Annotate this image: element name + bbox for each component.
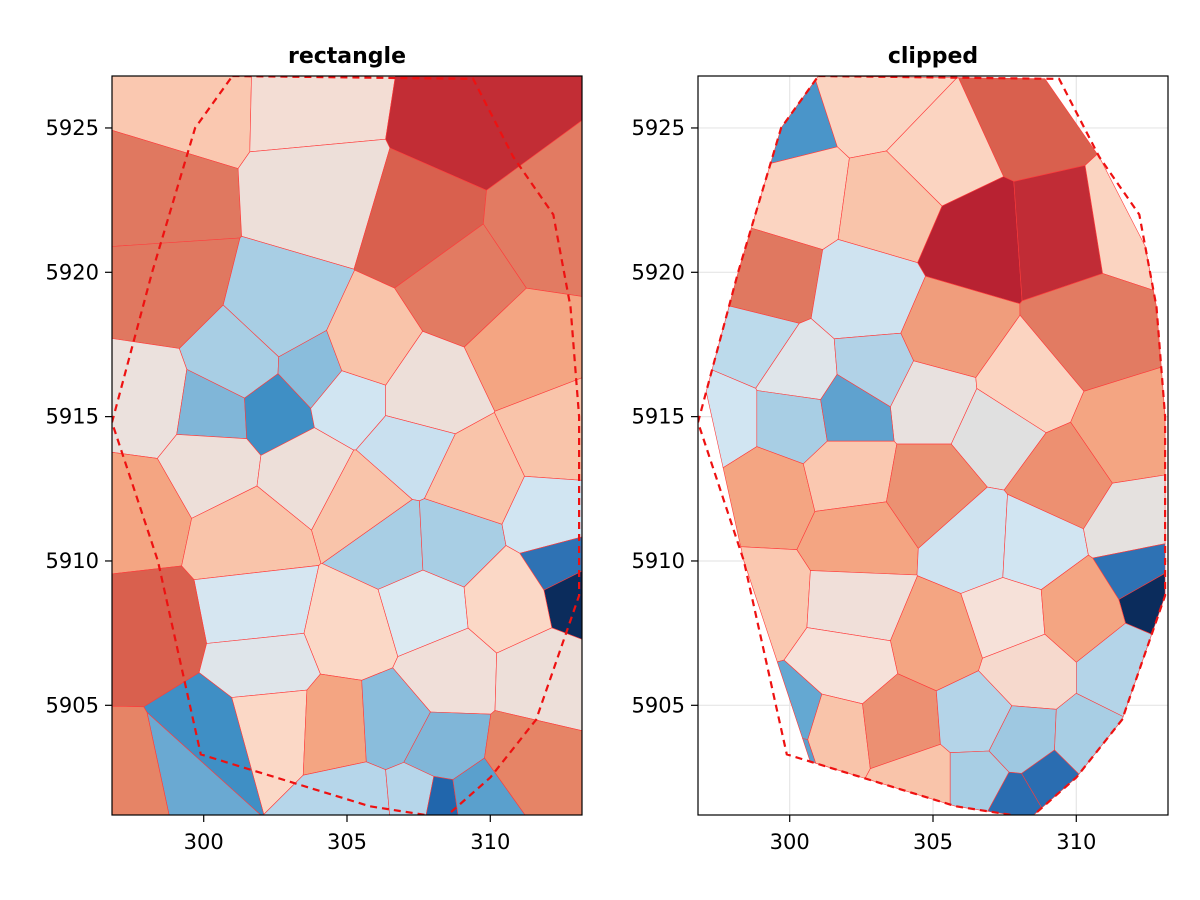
- x-tick-label: 300: [184, 830, 224, 854]
- hull-outline: [112, 76, 581, 815]
- voronoi-cell: [776, 659, 823, 740]
- voronoi-cells: [705, 76, 1166, 815]
- y-tick-label: 5915: [46, 405, 99, 429]
- x-tick-label: 300: [770, 830, 810, 854]
- y-tick-label: 5915: [632, 405, 685, 429]
- y-tick-label: 5920: [46, 260, 99, 284]
- voronoi-cell: [886, 77, 1004, 207]
- voronoi-cell: [302, 673, 367, 776]
- x-tick-label: 305: [913, 830, 953, 854]
- voronoi-cell: [494, 627, 582, 732]
- y-tick-label: 5905: [632, 693, 685, 717]
- y-tick-label: 5925: [632, 116, 685, 140]
- y-tick-label: 5925: [46, 116, 99, 140]
- x-tick-label: 310: [470, 830, 510, 854]
- y-tick-label: 5905: [46, 693, 99, 717]
- voronoi-cell: [802, 738, 817, 764]
- panel-left: rectangle 300 305 310 5905 5910 5915 5920 5925: [46, 44, 583, 854]
- panel-title: clipped: [888, 44, 978, 69]
- voronoi-cell: [112, 705, 170, 815]
- hull-outline-layer: [698, 76, 1167, 815]
- voronoi-cell: [802, 440, 898, 512]
- x-tick-label: 305: [327, 830, 367, 854]
- voronoi-cell: [1021, 749, 1080, 809]
- voronoi-cell: [452, 757, 526, 815]
- y-tick-label: 5920: [632, 260, 685, 284]
- hull-outline: [698, 76, 1167, 815]
- panel-right: clipped 300 305 310 5905 5910 5915 5920 5925: [632, 44, 1169, 854]
- hull-outline-layer: [112, 76, 581, 815]
- y-tick-label: 5910: [46, 549, 99, 573]
- x-tick-label: 310: [1056, 830, 1096, 854]
- y-tick-label: 5910: [632, 549, 685, 573]
- axis-ticks: 300 305 310 5905 5910 5915 5920 5925: [46, 116, 511, 854]
- panel-title: rectangle: [288, 44, 406, 69]
- voronoi-cells: [112, 76, 582, 815]
- axis-ticks: 300 305 310 5905 5910 5915 5920 5925: [632, 116, 1097, 854]
